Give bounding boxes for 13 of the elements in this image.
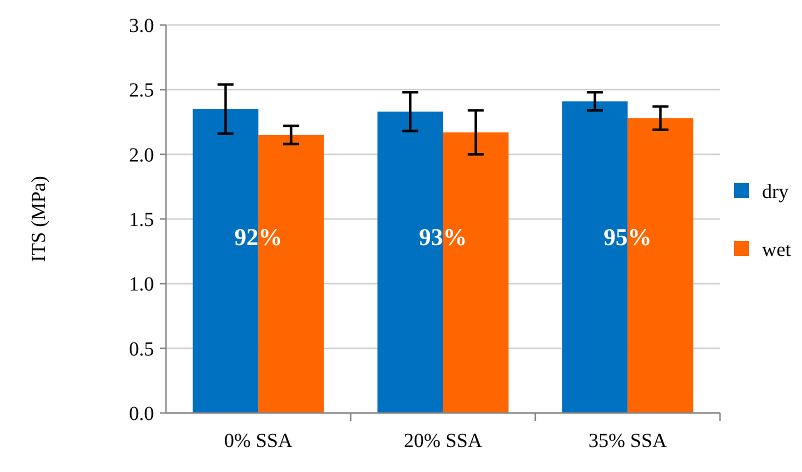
x-tick-label: 20% SSA [404, 430, 483, 452]
y-tick-label: 0.5 [129, 338, 154, 360]
y-tick-label: 1.0 [129, 274, 154, 296]
x-tick-label: 0% SSA [224, 430, 294, 452]
y-tick-label: 2.5 [129, 80, 154, 102]
legend-label: wet [762, 239, 792, 261]
y-tick-label: 0.0 [129, 403, 154, 425]
y-tick-label: 1.5 [129, 209, 154, 231]
y-tick-label: 3.0 [129, 15, 154, 37]
y-axis-title: ITS (MPa) [28, 176, 50, 262]
y-tick-label: 2.0 [129, 144, 154, 166]
x-tick-label: 35% SSA [588, 430, 668, 452]
legend-label: dry [762, 181, 789, 203]
